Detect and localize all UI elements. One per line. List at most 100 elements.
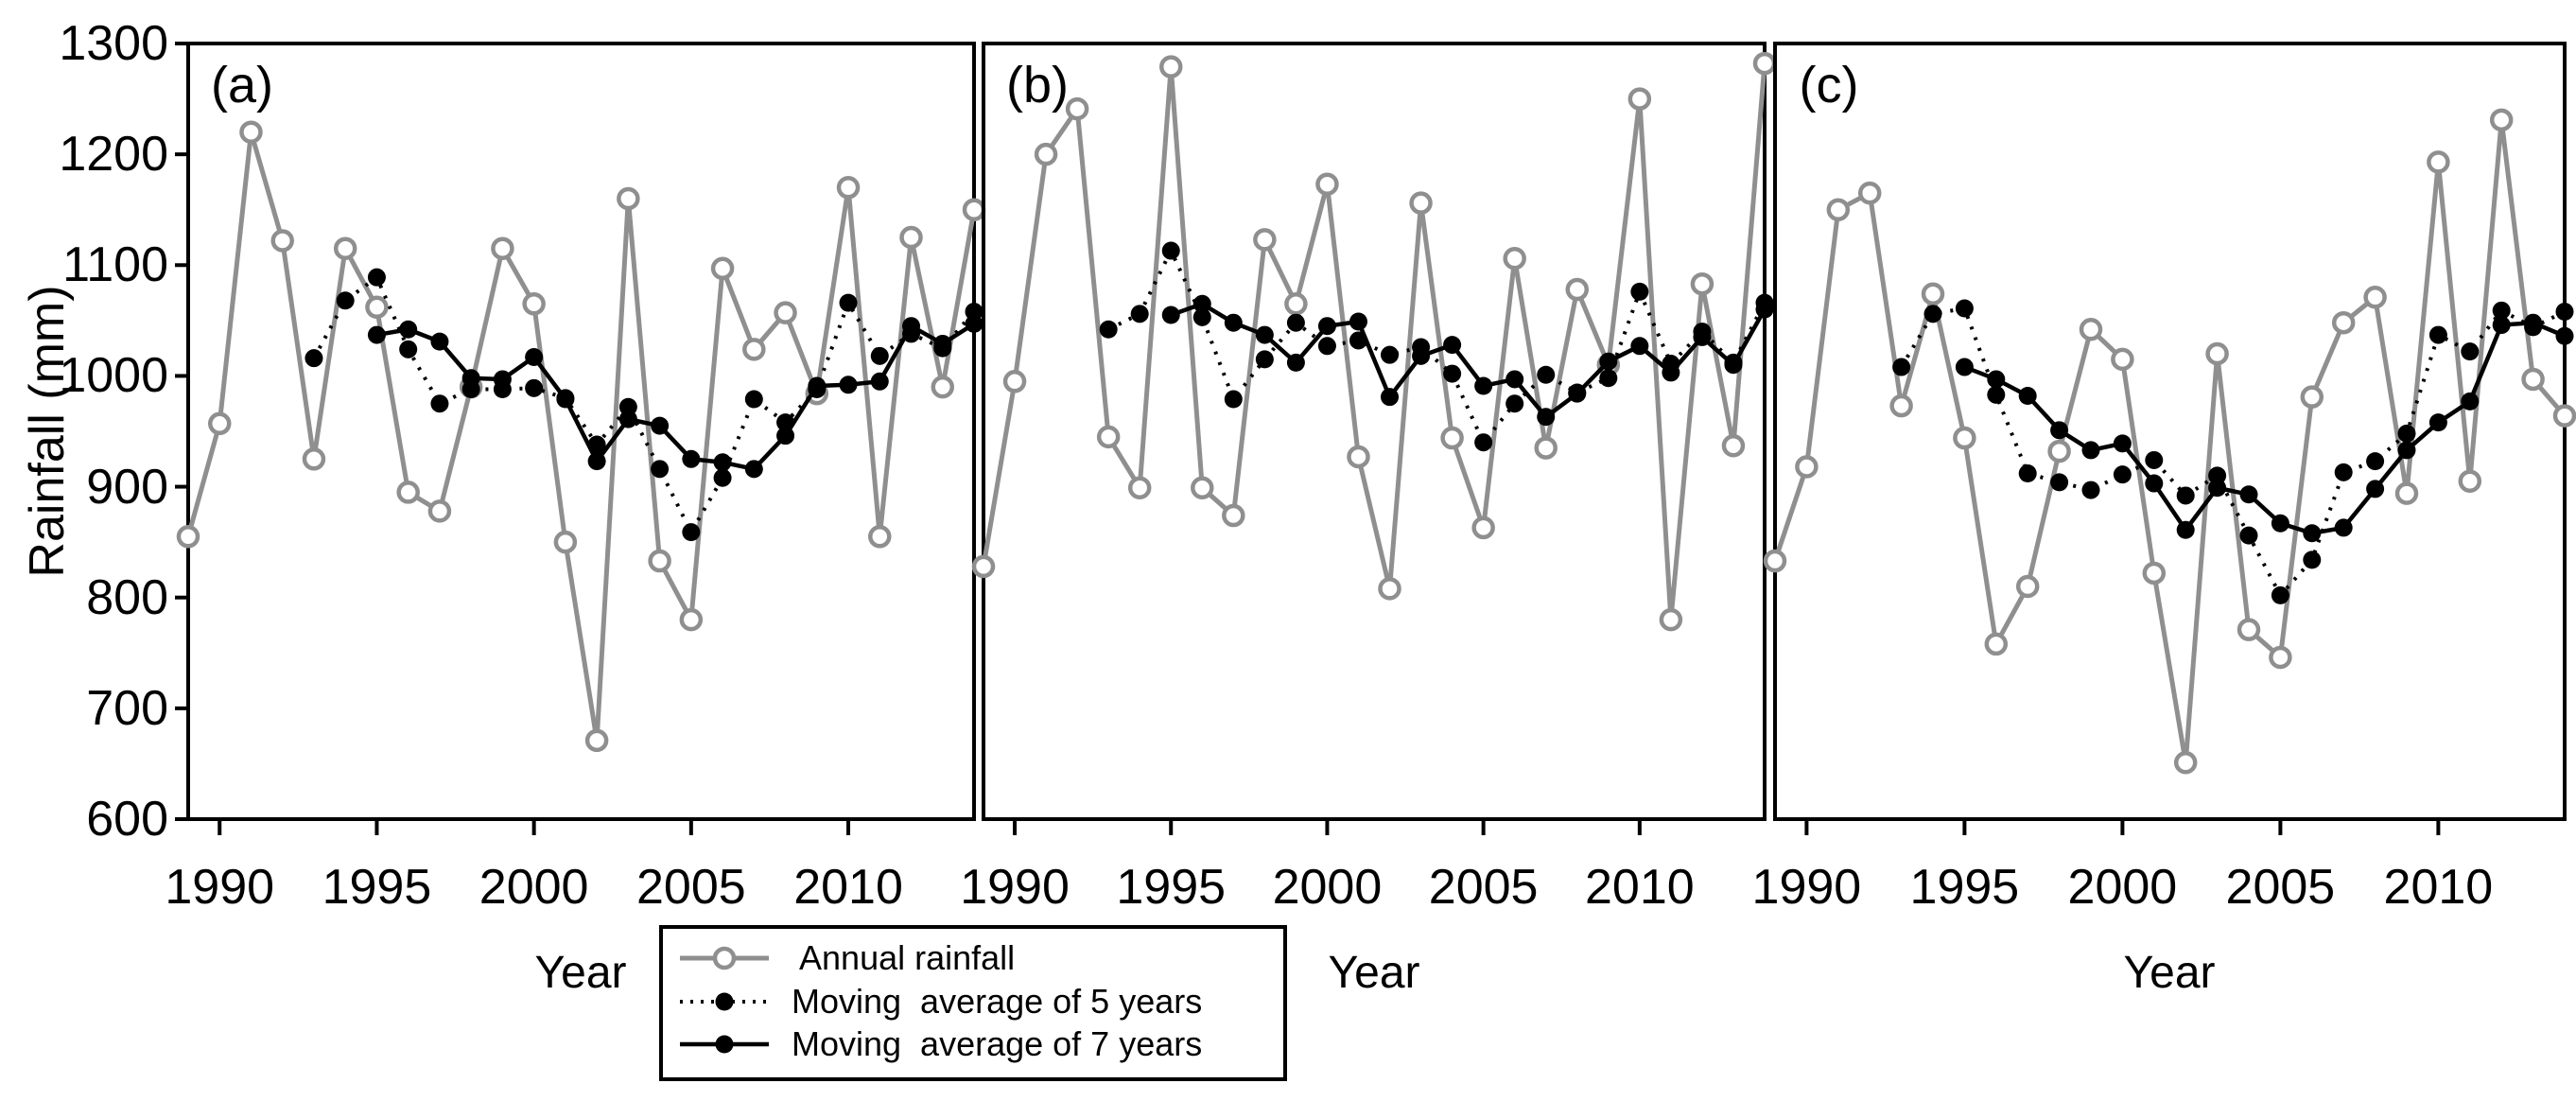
panel-b-moving-average-of-5-years-marker (1255, 350, 1274, 369)
panel-b-moving-average-of-7-years-marker (1662, 363, 1680, 382)
panel-a-frame (186, 42, 976, 821)
panel-b-annual-rainfall-marker (1222, 503, 1245, 528)
panel-c-moving-average-of-7-years-marker (2145, 474, 2164, 493)
panel-b-moving-average-of-5-years-marker (1537, 365, 1556, 384)
panel-b-moving-average-of-5-years-marker (1192, 307, 1211, 326)
panel-c-annual-rainfall-marker (2521, 367, 2545, 392)
panel-a-moving-average-of-5-years-marker (651, 460, 670, 479)
panel-c-annual-rainfall-marker (2363, 286, 2387, 309)
panel-b-moving-average-of-7-years-marker (1443, 336, 1462, 355)
panel-c-annual-rainfall-marker (1795, 455, 1819, 479)
panel-a-annual-rainfall-marker (553, 530, 578, 554)
panel-a-moving-average-of-7-years-marker (525, 348, 544, 367)
panel-c-annual-rainfall-marker (2300, 385, 2324, 409)
panel-c-annual-rainfall-marker (1857, 181, 1882, 205)
panel-c-annual-rainfall-marker (2173, 751, 2198, 775)
panel-a-x-axis-tick-label: 2010 (793, 860, 903, 915)
panel-c-annual-rainfall-marker (2047, 439, 2071, 463)
panel-b-annual-rainfall-marker (1127, 476, 1152, 499)
panel-a-annual-rainfall-marker (679, 607, 704, 632)
panel-a-moving-average-of-7-years-marker (839, 376, 858, 394)
panel-a-moving-average-of-7-years-marker (902, 317, 921, 336)
panel-c-x-axis-tick-label: 1995 (1909, 860, 2020, 915)
panel-c-moving-average-of-7-years-marker (2428, 413, 2447, 432)
panel-c-moving-average-of-5-years-marker (1923, 305, 1942, 323)
panel-b-moving-average-of-7-years-marker (1286, 353, 1305, 372)
legend-label-ma5: Moving average of 5 years (792, 981, 1203, 1021)
panel-b-annual-rainfall-marker (1002, 370, 1027, 393)
panel-a-annual-rainfall-marker (427, 499, 452, 523)
panel-c-moving-average-of-7-years-marker (2113, 434, 2132, 453)
panel-a-moving-average-of-7-years-marker (556, 390, 575, 409)
panel-a-moving-average-of-7-years-marker (776, 427, 795, 446)
panel-c-moving-average-of-7-years-marker (2492, 316, 2511, 335)
panel-c-annual-rainfall-marker (2237, 618, 2261, 641)
panel-b-x-axis-tick-label: 1990 (960, 860, 1070, 915)
panel-c-moving-average-of-5-years-marker (2303, 550, 2322, 569)
panel-a-annual-rainfall-marker (648, 549, 671, 573)
panel-a-moving-average-of-5-years-marker (870, 346, 889, 365)
panel-a-annual-rainfall-marker (617, 186, 640, 211)
panel-c-moving-average-of-7-years-marker (2461, 392, 2480, 411)
panel-b-annual-rainfall-marker (971, 554, 996, 579)
panel-a-annual-rainfall-marker (365, 295, 389, 320)
panel-a-moving-average-of-7-years-marker (461, 369, 480, 388)
x-axis-title-panel-c: Year (2123, 948, 2216, 998)
panel-b-moving-average-of-7-years-marker (1192, 294, 1211, 313)
panel-b-x-axis-tick-label: 2010 (1584, 860, 1695, 915)
panel-c-x-axis-tick-label: 2005 (2225, 860, 2336, 915)
panel-c-moving-average-of-5-years-marker (1955, 299, 1974, 318)
panel-b-annual-rainfall-marker (1284, 292, 1308, 316)
panel-a-annual-rainfall-marker (396, 481, 420, 504)
legend-label-ma7: Moving average of 7 years (792, 1024, 1203, 1064)
panel-a-moving-average-of-5-years-marker (430, 394, 449, 413)
panel-c-moving-average-of-5-years-marker (2271, 585, 2289, 604)
panel-a-annual-rainfall-marker (868, 525, 892, 549)
panel-a-moving-average-of-5-years-marker (682, 523, 701, 542)
panel-c-moving-average-of-7-years-marker (2208, 479, 2227, 498)
panel-c-moving-average-of-5-years-marker (2366, 452, 2385, 471)
panel-c-annual-rainfall-marker (2394, 481, 2419, 505)
panel-c-moving-average-of-7-years-marker (2271, 514, 2289, 533)
panel-c-annual-rainfall-marker (1826, 198, 1851, 221)
panel-b-x-axis-tick-label: 2005 (1428, 860, 1539, 915)
panel-c-moving-average-of-5-years-marker (2397, 424, 2416, 443)
panel-c-moving-average-of-5-years-marker (1892, 358, 1911, 376)
panel-a-moving-average-of-7-years-marker (651, 416, 670, 435)
panel-c-moving-average-of-5-years-line (1899, 306, 2566, 598)
panel-c-moving-average-of-5-years-marker (2428, 325, 2447, 344)
panel-a-moving-average-of-7-years-marker (744, 460, 763, 479)
panel-a-moving-average-of-7-years-marker (399, 320, 418, 339)
panel-a-annual-rainfall-marker (742, 338, 766, 361)
panel-b-annual-rainfall-marker (1253, 228, 1277, 252)
panel-a-annual-rainfall-marker (774, 301, 797, 324)
y-axis-tick-label: 800 (86, 569, 168, 625)
panel-b-moving-average-of-7-years-marker (1537, 408, 1556, 427)
panel-a-moving-average-of-5-years-marker (525, 378, 544, 397)
panel-a-moving-average-of-5-years-marker (744, 390, 763, 409)
panel-b-moving-average-of-5-years-marker (1506, 394, 1524, 413)
panel-a-moving-average-of-7-years-marker (682, 449, 701, 468)
y-axis-tick-label: 1200 (59, 127, 168, 183)
panel-a-annual-rainfall-marker (270, 229, 294, 253)
panel-b-annual-rainfall-marker (1503, 247, 1526, 271)
panel-b-moving-average-of-7-years-marker (1599, 352, 1618, 371)
panel-a-x-axis-tick-label: 2000 (479, 860, 589, 915)
legend-box: Annual rainfall Moving average of 5 year… (659, 925, 1287, 1081)
panel-b-annual-rainfall-marker (1565, 277, 1590, 302)
panel-c-moving-average-of-7-years-marker (2555, 326, 2574, 345)
panel-a-annual-rainfall-marker (333, 236, 357, 260)
panel-a-annual-rainfall-marker (710, 256, 735, 281)
panel-c-annual-rainfall-marker (2552, 404, 2576, 428)
panel-c-moving-average-of-5-years-marker (2492, 301, 2511, 320)
x-axis-title-panel-b: Year (1328, 948, 1420, 998)
panel-a-annual-rainfall-marker (836, 176, 861, 200)
panel-b-moving-average-of-5-years-marker (1161, 241, 1180, 260)
panel-c-moving-average-of-5-years-marker (2555, 302, 2574, 321)
panel-b-moving-average-of-7-years-marker (1255, 325, 1274, 344)
y-axis-title: Rainfall (mm) (20, 285, 75, 578)
panel-a-x-axis-tick-label: 1995 (322, 860, 432, 915)
panel-c-annual-rainfall-marker (2079, 317, 2103, 341)
panel-c-moving-average-of-5-years-marker (2113, 465, 2132, 484)
panel-b-moving-average-of-5-years-marker (1224, 390, 1243, 409)
